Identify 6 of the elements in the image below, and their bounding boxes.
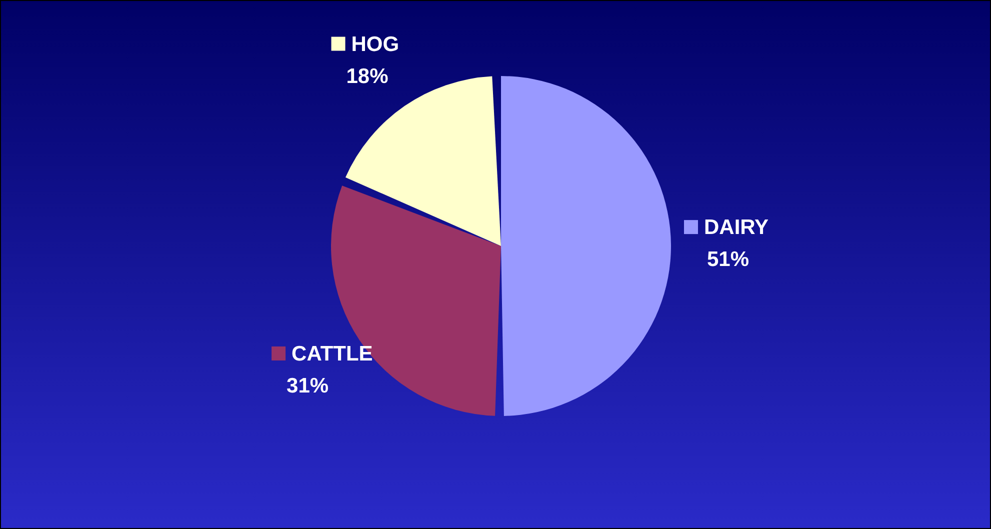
data-label: 51%: [706, 248, 750, 272]
legend-label: DAIRY: [704, 216, 769, 240]
data-label: 31%: [286, 374, 329, 398]
legend-label: HOG: [351, 32, 400, 56]
legend-label: CATTLE: [292, 342, 373, 366]
data-label: 18%: [346, 64, 389, 88]
